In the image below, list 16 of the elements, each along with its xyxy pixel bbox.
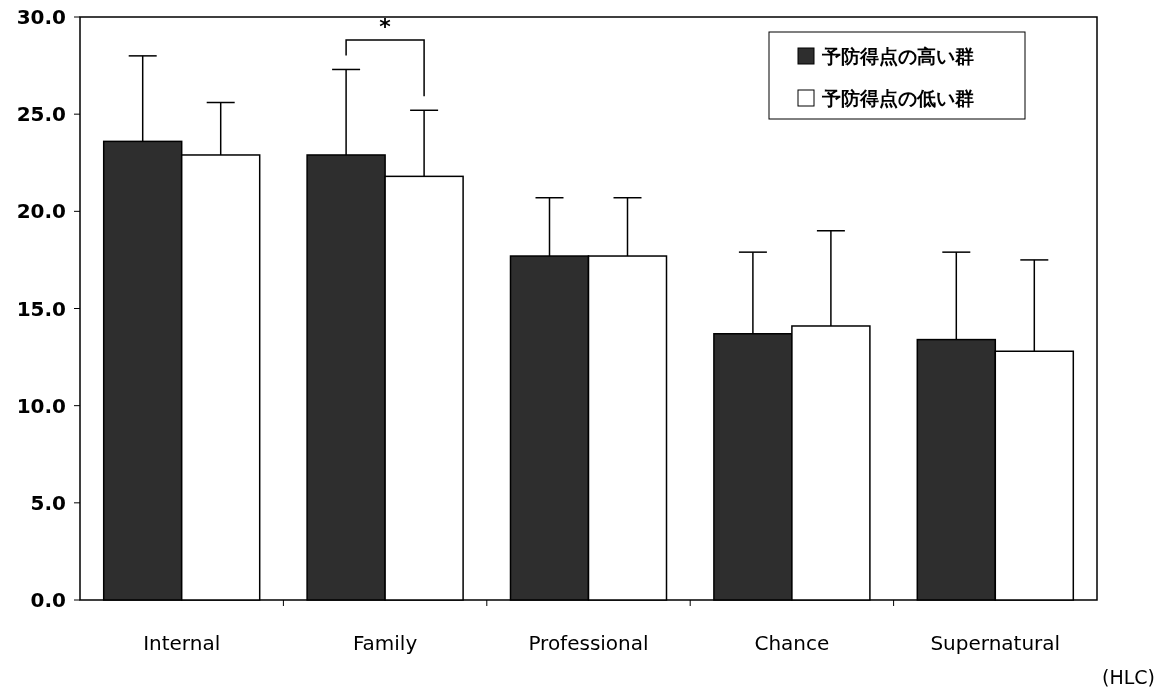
x-tick-label: Internal <box>143 631 221 655</box>
y-tick-label: 0.0 <box>30 588 66 612</box>
x-tick-label: Professional <box>528 631 649 655</box>
y-tick-label: 30.0 <box>16 5 66 29</box>
y-tick-label: 10.0 <box>16 393 66 418</box>
annotation: * <box>379 14 392 39</box>
y-tick-label: 20.0 <box>16 199 66 224</box>
legend-label: 予防得点の高い群 <box>821 45 974 67</box>
text: (HLC) <box>1102 666 1155 688</box>
x-tick-label: Supernatural <box>930 631 1061 655</box>
y-tick-label: 25.0 <box>16 102 66 127</box>
x-tick-label: Chance <box>754 631 830 655</box>
legend-label: 予防得点の低い群 <box>821 87 974 109</box>
x-tick-label: Family <box>352 631 418 655</box>
y-tick-label: 15.0 <box>16 296 66 321</box>
y-tick-label: 5.0 <box>30 490 66 515</box>
